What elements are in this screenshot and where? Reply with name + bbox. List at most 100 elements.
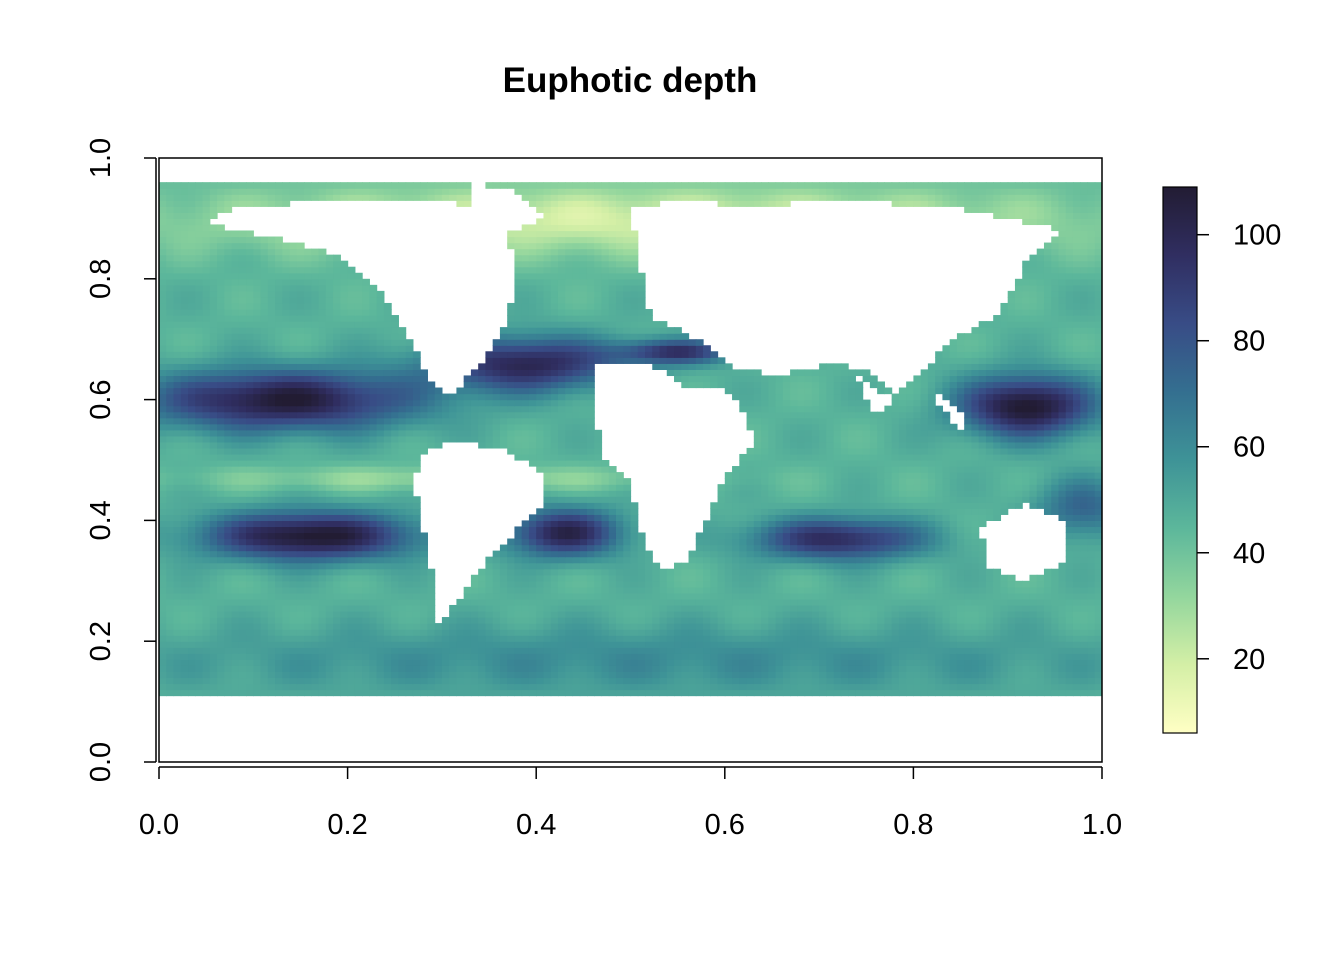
raster-cell <box>369 502 377 509</box>
raster-cell <box>232 508 240 515</box>
raster-cell <box>877 526 885 533</box>
raster-cell <box>892 460 900 467</box>
raster-cell <box>232 611 240 618</box>
raster-cell <box>783 496 791 503</box>
raster-cell <box>638 575 646 582</box>
raster-cell <box>203 545 211 552</box>
raster-cell <box>1066 635 1074 642</box>
raster-cell <box>261 472 269 479</box>
raster-cell <box>696 593 704 600</box>
raster-cell <box>747 526 755 533</box>
raster-cell <box>304 490 312 497</box>
raster-cell <box>703 539 711 546</box>
raster-cell <box>718 665 726 672</box>
raster-cell <box>427 647 435 654</box>
raster-cell <box>863 454 871 461</box>
raster-cell <box>1015 460 1023 467</box>
raster-cell <box>514 690 522 697</box>
raster-cell <box>348 502 356 509</box>
raster-cell <box>601 653 609 660</box>
raster-cell <box>282 611 290 618</box>
raster-cell <box>246 575 254 582</box>
raster-cell <box>507 690 515 697</box>
raster-cell <box>311 653 319 660</box>
raster-cell <box>848 641 856 648</box>
raster-cell <box>420 448 428 455</box>
raster-cell <box>239 665 247 672</box>
raster-cell <box>362 599 370 606</box>
raster-cell <box>594 526 602 533</box>
raster-cell <box>783 683 791 690</box>
raster-cell <box>551 448 559 455</box>
raster-cell <box>819 454 827 461</box>
raster-cell <box>797 502 805 509</box>
raster-cell <box>1037 460 1045 467</box>
raster-cell <box>1051 690 1059 697</box>
raster-cell <box>210 635 218 642</box>
raster-cell <box>304 683 312 690</box>
raster-cell <box>935 514 943 521</box>
raster-cell <box>761 563 769 570</box>
raster-cell <box>935 520 943 527</box>
raster-cell <box>522 587 530 594</box>
raster-cell <box>369 520 377 527</box>
raster-cell <box>681 635 689 642</box>
raster-cell <box>362 460 370 467</box>
raster-cell <box>471 593 479 600</box>
raster-cell <box>362 508 370 515</box>
raster-cell <box>478 569 486 576</box>
raster-cell <box>725 653 733 660</box>
raster-cell <box>855 454 863 461</box>
raster-cell <box>776 671 784 678</box>
raster-cell <box>543 496 551 503</box>
raster-cell <box>246 551 254 558</box>
raster-cell <box>340 454 348 461</box>
raster-cell <box>1044 690 1052 697</box>
raster-cell <box>877 508 885 515</box>
raster-cell <box>253 448 261 455</box>
raster-cell <box>979 484 987 491</box>
raster-cell <box>333 532 341 539</box>
raster-cell <box>565 442 573 449</box>
raster-cell <box>522 520 530 527</box>
raster-cell <box>369 508 377 515</box>
raster-cell <box>899 490 907 497</box>
raster-cell <box>942 671 950 678</box>
raster-cell <box>275 436 283 443</box>
raster-cell <box>696 665 704 672</box>
raster-cell <box>529 575 537 582</box>
raster-cell <box>783 677 791 684</box>
raster-cell <box>311 611 319 618</box>
raster-cell <box>1000 460 1008 467</box>
raster-cell <box>797 472 805 479</box>
raster-cell <box>1080 454 1088 461</box>
raster-cell <box>210 472 218 479</box>
raster-cell <box>246 653 254 660</box>
raster-cell <box>188 647 196 654</box>
raster-cell <box>369 677 377 684</box>
raster-cell <box>826 593 834 600</box>
raster-cell <box>203 617 211 624</box>
raster-cell <box>1073 690 1081 697</box>
raster-cell <box>166 466 174 473</box>
raster-cell <box>159 677 167 684</box>
raster-cell <box>362 587 370 594</box>
raster-cell <box>826 635 834 642</box>
raster-cell <box>587 659 595 666</box>
raster-cell <box>921 617 929 624</box>
raster-cell <box>551 690 559 697</box>
raster-cell <box>1015 478 1023 485</box>
raster-cell <box>899 611 907 618</box>
raster-cell <box>326 659 334 666</box>
raster-cell <box>203 677 211 684</box>
raster-cell <box>1008 502 1016 509</box>
raster-cell <box>565 581 573 588</box>
raster-cell <box>391 593 399 600</box>
raster-cell <box>768 653 776 660</box>
raster-cell <box>427 690 435 697</box>
raster-cell <box>1008 690 1016 697</box>
raster-cell <box>855 683 863 690</box>
raster-cell <box>609 520 617 527</box>
raster-cell <box>906 466 914 473</box>
raster-cell <box>275 454 283 461</box>
